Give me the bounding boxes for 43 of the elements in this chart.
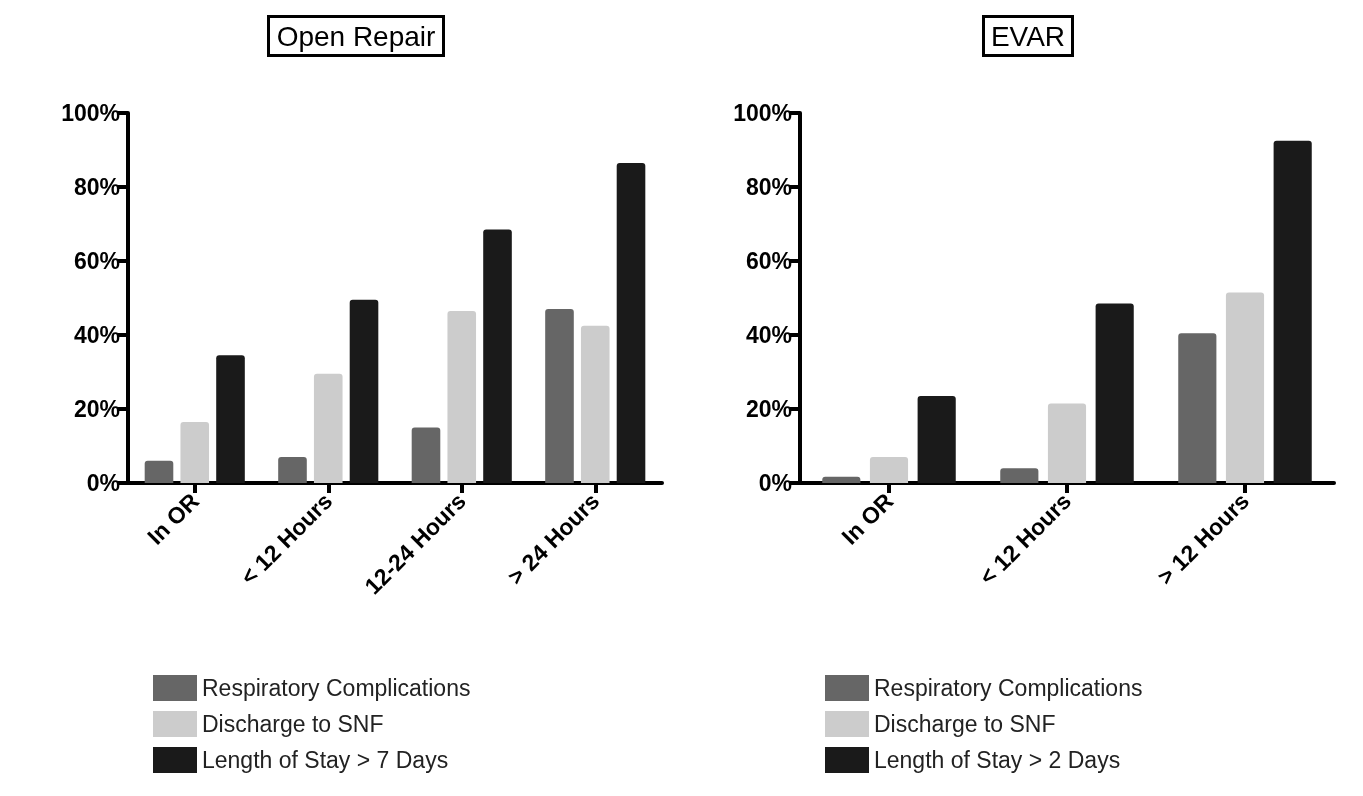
bar: [483, 229, 512, 483]
bar: [216, 355, 245, 483]
bar: [349, 299, 379, 483]
legend-label: Length of Stay > 2 Days: [874, 747, 1121, 773]
y-tick-label: 100%: [61, 100, 120, 126]
x-tick-label: In OR: [142, 487, 205, 550]
bar: [917, 396, 956, 483]
y-tick-label: 60%: [73, 248, 120, 274]
bar: [869, 457, 909, 483]
bar: [545, 309, 574, 483]
bar: [1225, 292, 1265, 483]
bar: [1000, 468, 1039, 483]
bar: [278, 457, 307, 483]
legend-label: Respiratory Complications: [874, 675, 1143, 701]
legend-label: Length of Stay > 7 Days: [202, 747, 449, 773]
bar: [313, 373, 343, 483]
y-tick-label: 40%: [745, 322, 792, 348]
y-tick-label: 0%: [86, 470, 120, 496]
bar: [1047, 403, 1087, 483]
bar: [616, 162, 646, 483]
bar: [1095, 303, 1134, 483]
legend-label: Discharge to SNF: [874, 711, 1056, 737]
bar: [411, 427, 441, 483]
y-tick-label: 100%: [733, 100, 792, 126]
bar: [1178, 333, 1217, 483]
y-tick-label: 80%: [73, 174, 120, 200]
bar: [822, 476, 861, 483]
bar: [1273, 140, 1312, 483]
bar: [447, 310, 477, 483]
legend-label: Discharge to SNF: [202, 711, 384, 737]
y-tick-label: 60%: [745, 248, 792, 274]
bar: [580, 325, 610, 483]
y-tick-label: 80%: [745, 174, 792, 200]
chart-title: EVAR: [990, 20, 1066, 52]
y-tick-label: 20%: [73, 396, 120, 422]
legend-label: Respiratory Complications: [202, 675, 471, 701]
bar: [180, 421, 210, 483]
x-tick-label: In OR: [836, 487, 899, 550]
y-tick-label: 20%: [745, 396, 792, 422]
chart-title: Open Repair: [276, 20, 436, 52]
y-tick-label: 40%: [73, 322, 120, 348]
bar: [144, 460, 174, 483]
y-tick-label: 0%: [758, 470, 792, 496]
